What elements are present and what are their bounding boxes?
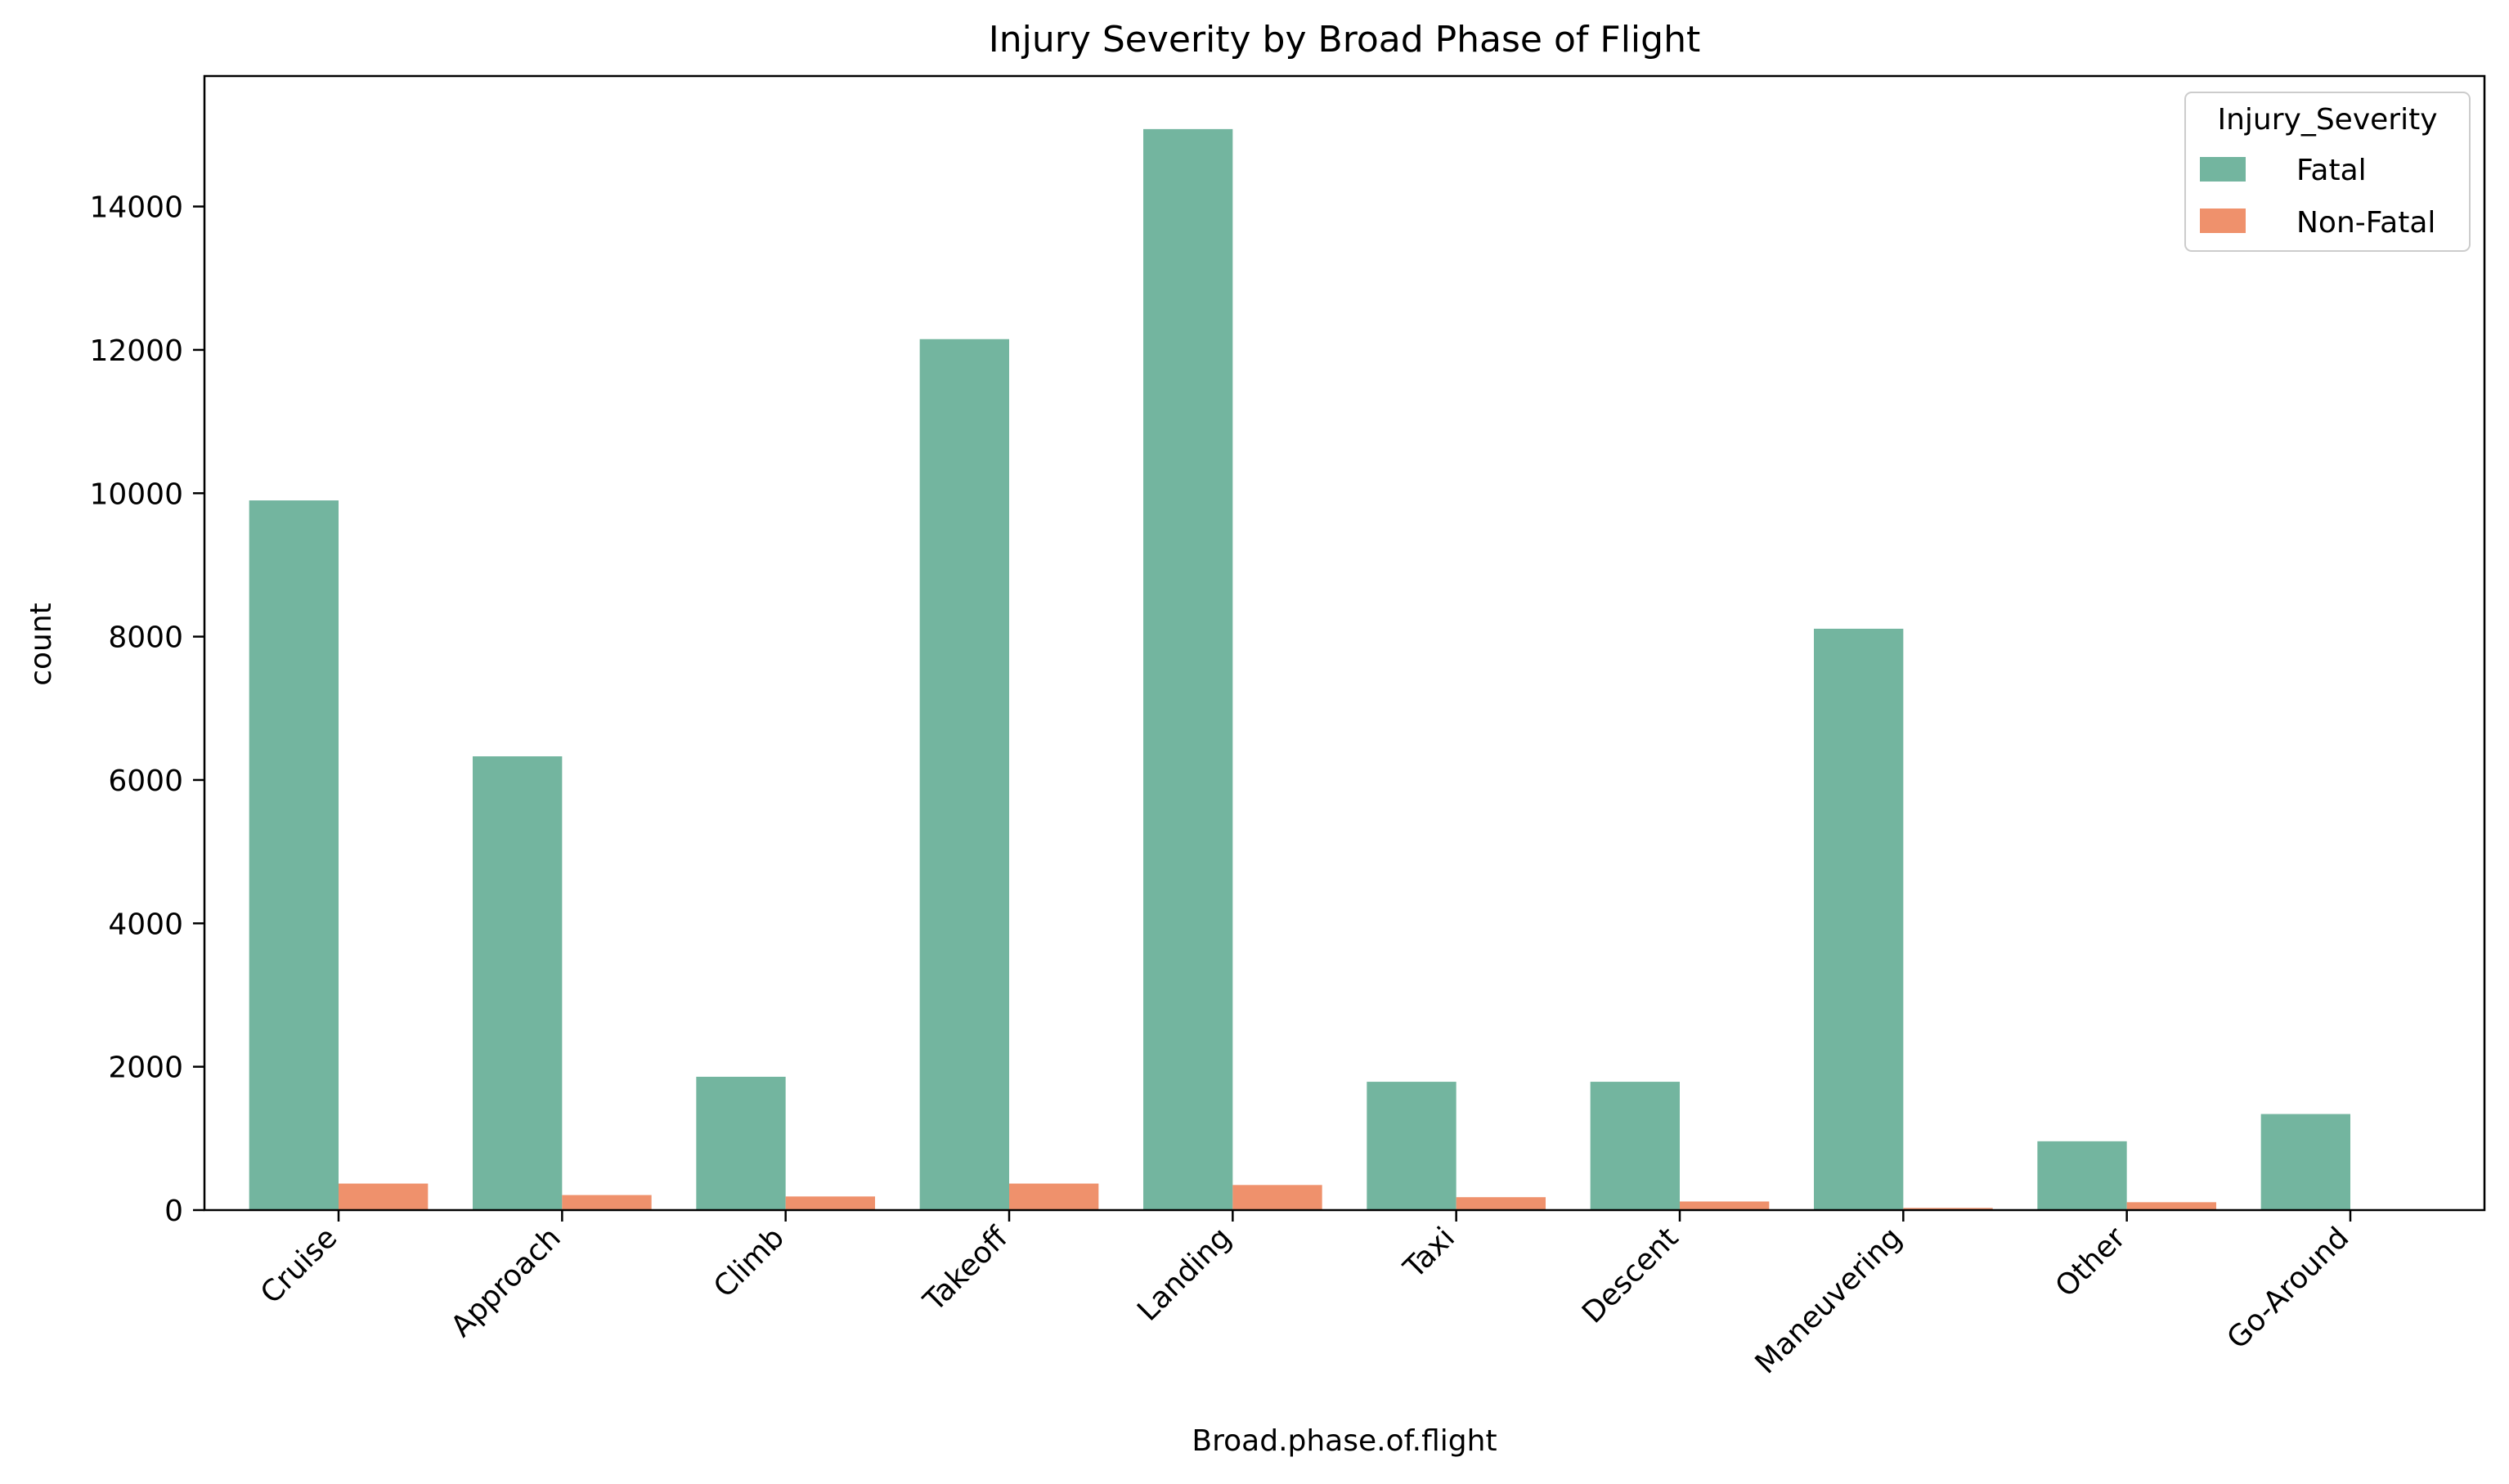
bar-fatal-approach [473,756,563,1210]
bar-non-fatal-other [2126,1202,2216,1210]
bar-non-fatal-taxi [1456,1197,1546,1210]
bar-non-fatal-descent [1680,1201,1770,1210]
y-tick-label: 6000 [108,764,183,798]
bars-layer [249,128,2350,1211]
bar-fatal-descent [1590,1082,1680,1210]
y-tick-label: 14000 [89,191,183,225]
y-axis: 0 2000 4000 6000 8000 10000 12000 14000 [89,191,204,1228]
legend: Injury_Severity Fatal Non-Fatal [2184,92,2471,252]
bar-non-fatal-landing [1232,1185,1322,1210]
y-tick-label: 10000 [89,477,183,511]
bar-fatal-landing [1143,128,1233,1210]
legend-swatch-non-fatal [2200,208,2246,233]
bar-non-fatal-cruise [339,1183,429,1210]
bar-fatal-other [2037,1141,2127,1210]
plot-frame [203,74,2486,1212]
y-axis-label: count [25,603,58,686]
y-tick-label: 12000 [89,334,183,368]
bar-fatal-climb [696,1076,786,1210]
y-tick-label: 4000 [108,908,183,941]
y-tick-label: 8000 [108,621,183,655]
y-tick-label: 0 [164,1195,183,1228]
bar-fatal-cruise [249,500,339,1210]
x-axis-label: Broad.phase.of.flight [1192,1424,1497,1458]
bar-fatal-takeoff [919,338,1009,1211]
legend-label-non-fatal: Non-Fatal [2296,206,2435,240]
legend-frame [2184,92,2471,252]
bar-non-fatal-takeoff [1009,1183,1099,1210]
bar-fatal-maneuvering [1814,628,1904,1210]
bar-fatal-taxi [1367,1082,1456,1210]
legend-swatch-fatal [2200,157,2246,182]
bar-fatal-go-around [2260,1114,2350,1210]
bar-non-fatal-climb [785,1196,875,1210]
bar-non-fatal-maneuvering [1903,1208,1993,1210]
y-tick-label: 2000 [108,1051,183,1085]
legend-title: Injury_Severity [2217,103,2437,137]
chart-title: Injury Severity by Broad Phase of Flight [989,19,1700,61]
legend-label-fatal: Fatal [2296,154,2367,187]
bar-non-fatal-approach [562,1195,652,1210]
